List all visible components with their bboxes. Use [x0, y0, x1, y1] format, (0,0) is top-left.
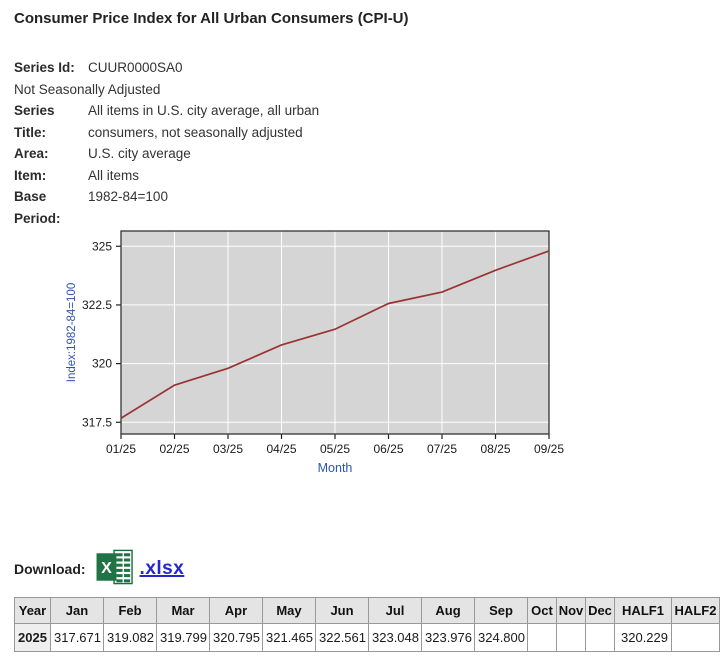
- table-header-cell: Jun: [315, 597, 369, 624]
- base-period-label: Base Period:: [14, 189, 61, 226]
- base-period-row: Base Period: 1982-84=100: [14, 186, 363, 229]
- table-header-cell: Oct: [527, 597, 557, 624]
- x-tick-label: 05/25: [320, 442, 350, 456]
- table-header-cell: Apr: [209, 597, 263, 624]
- download-section: Download: X .xlsx: [14, 548, 184, 590]
- table-header-cell: Feb: [103, 597, 157, 624]
- table-header-cell: Sep: [474, 597, 528, 624]
- value-cell: 324.800: [474, 623, 528, 652]
- item-label: Item:: [14, 167, 47, 183]
- value-cell: 322.561: [315, 623, 369, 652]
- svg-text:X: X: [101, 559, 112, 577]
- table-header-cell: Jul: [368, 597, 422, 624]
- download-label: Download:: [14, 561, 86, 577]
- series-id-label: Series Id:: [14, 60, 75, 75]
- series-metadata: Series Id: CUUR0000SA0 Not Seasonally Ad…: [14, 57, 363, 229]
- cpi-series-line: [120, 250, 550, 419]
- series-title-row: Series Title: All items in U.S. city ave…: [14, 100, 363, 143]
- cpi-line-chart: 317.5 320 322.5 325 01/25 02/25 03/25 04/25 05/2…: [62, 226, 572, 478]
- value-cell: [671, 623, 720, 652]
- y-axis-title: Index:1982-84=100: [66, 283, 78, 382]
- area-label: Area:: [14, 146, 49, 161]
- y-tick-label: 322.5: [82, 298, 112, 312]
- value-cell: 320.795: [209, 623, 263, 652]
- x-tick-label: 01/25: [106, 442, 136, 456]
- table-row: 2025 317.671 319.082 319.799 320.795 321.465 3…: [14, 623, 720, 652]
- x-axis-title: Month: [318, 461, 353, 475]
- y-tick-label: 325: [92, 239, 112, 253]
- x-tick-label: 08/25: [480, 442, 510, 456]
- table-header-cell: HALF1: [614, 597, 672, 624]
- table-header-cell: May: [262, 597, 316, 624]
- table-header-row: Year Jan Feb Mar Apr May Jun Jul Aug Sep Oct Nov Dec…: [14, 597, 720, 624]
- table-header-cell: Mar: [156, 597, 210, 624]
- value-cell: 317.671: [50, 623, 104, 652]
- area-value: U.S. city average: [88, 146, 191, 161]
- value-cell: 319.799: [156, 623, 210, 652]
- x-tick-label: 03/25: [213, 442, 243, 456]
- table-header-cell: Nov: [556, 597, 586, 624]
- y-tick-label: 320: [92, 357, 112, 371]
- area-row: Area: U.S. city average: [14, 143, 363, 165]
- plot-border: [120, 230, 550, 435]
- year-cell: 2025: [14, 623, 51, 652]
- excel-xlsx-icon[interactable]: X: [96, 549, 134, 590]
- value-cell: [556, 623, 586, 652]
- value-cell: 323.048: [368, 623, 422, 652]
- value-cell: 320.229: [614, 623, 672, 652]
- item-row: Item: All items: [14, 165, 363, 187]
- table-header-cell: Jan: [50, 597, 104, 624]
- table-header-cell: HALF2: [671, 597, 720, 624]
- series-title-value: All items in U.S. city average, all urba…: [88, 103, 320, 140]
- value-cell: 319.082: [103, 623, 157, 652]
- cpi-data-table: Year Jan Feb Mar Apr May Jun Jul Aug Sep Oct Nov Dec…: [14, 597, 720, 652]
- page-title: Consumer Price Index for All Urban Consu…: [14, 10, 409, 27]
- x-tick-label: 09/25: [534, 442, 564, 456]
- table-header-cell: Aug: [421, 597, 475, 624]
- value-cell: [585, 623, 615, 652]
- value-cell: 323.976: [421, 623, 475, 652]
- chart-canvas: 317.5 320 322.5 325 01/25 02/25 03/25 04/25 05/2…: [66, 230, 564, 475]
- xlsx-download-link[interactable]: .xlsx: [139, 558, 185, 579]
- x-tick-label: 04/25: [266, 442, 296, 456]
- y-tick-label: 317.5: [82, 415, 112, 429]
- table-header-cell: Dec: [585, 597, 615, 624]
- table-header-cell: Year: [14, 597, 51, 624]
- item-value: All items: [88, 167, 140, 183]
- x-tick-label: 07/25: [427, 442, 457, 456]
- value-cell: [527, 623, 557, 652]
- seasonal-adjustment-note: Not Seasonally Adjusted: [14, 81, 161, 97]
- base-period-value: 1982-84=100: [88, 189, 168, 204]
- series-title-label: Series Title:: [14, 103, 55, 140]
- value-cell: 321.465: [262, 623, 316, 652]
- series-id-row: Series Id: CUUR0000SA0: [14, 57, 363, 79]
- series-id-value: CUUR0000SA0: [88, 60, 183, 75]
- x-tick-label: 06/25: [373, 442, 403, 456]
- x-tick-label: 02/25: [159, 442, 189, 456]
